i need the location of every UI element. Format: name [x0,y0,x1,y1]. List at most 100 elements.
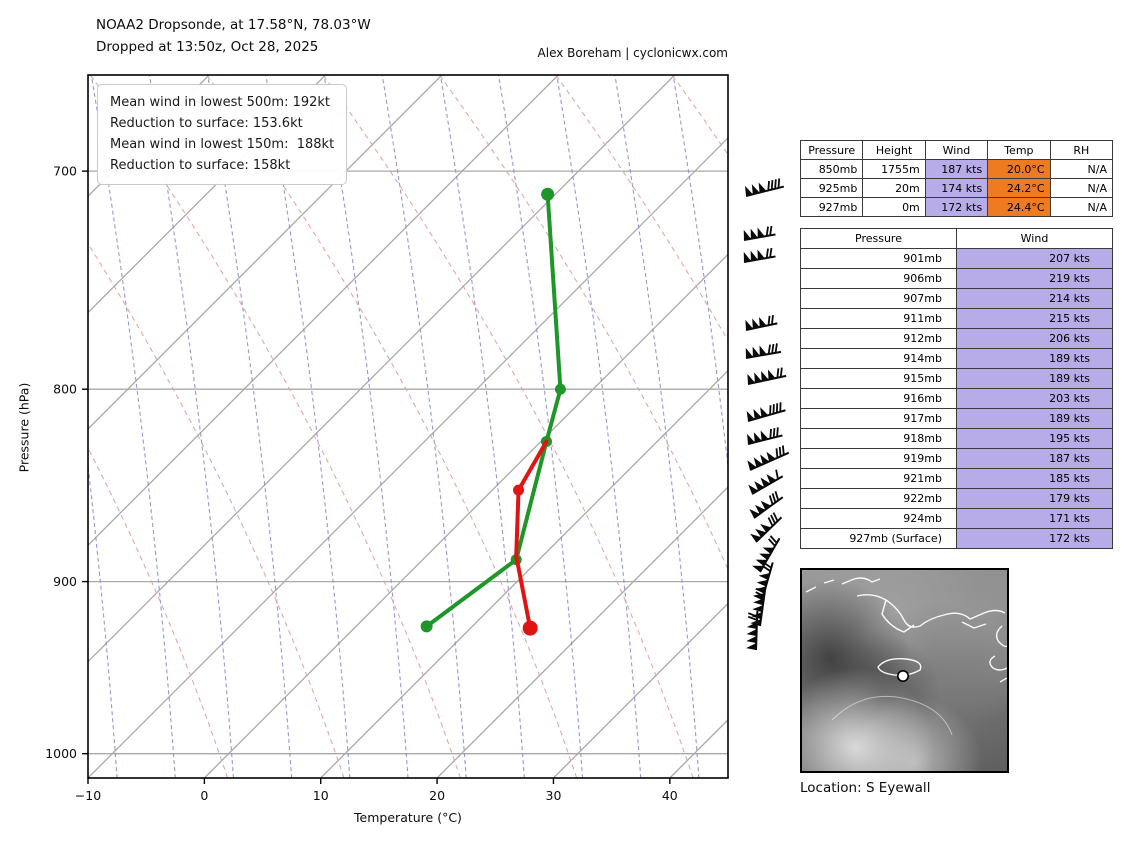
table-row: 915mb 189 kts [800,368,1113,389]
wind-cell: 189 kts [956,348,1113,369]
wind-barb-icon [746,610,759,651]
isotherm-line [88,75,559,547]
wind-cell: 185 kts [956,468,1113,489]
column-header-wind: Wind [956,228,1113,249]
wind-cell: 206 kts [956,328,1113,349]
dry-adiabat-line [555,75,728,342]
wind-cell: 172 kts [956,528,1113,549]
wind-cell: 195 kts [956,428,1113,449]
wind-barb-column [743,178,790,651]
moist-adiabat-line [148,75,235,778]
dewpoint-trace-marker [554,383,566,395]
page-title: NOAA2 Dropsonde, at 17.58°N, 78.03°W Dro… [96,14,371,58]
plot-border [87,74,729,779]
pressure-cell: 912mb [800,328,957,349]
temperature-trace-line [514,439,549,631]
pressure-cell: 914mb [800,348,957,369]
table-row: 927mb 0m 172 kts 24.4°C N/A [799,197,1114,217]
moist-adiabat-line [265,75,351,778]
table-header-row: Pressure Wind [800,228,1113,249]
cuba-coastline [805,577,1006,633]
wind-barb-icon [747,367,787,385]
wind-cell: 187 kts [924,159,989,179]
column-header-pressure: Pressure [800,228,957,249]
title-line-1: NOAA2 Dropsonde, at 17.58°N, 78.03°W [96,17,371,33]
temperature-trace [513,439,549,636]
pressure-cell: 927mb (Surface) [800,528,957,549]
table-row: 901mb 207 kts [800,248,1113,269]
infobox-line: Reduction to surface: 158kt [110,158,291,174]
table-row: 924mb 171 kts [800,508,1113,529]
table-row: 911mb 215 kts [800,308,1113,329]
isotherm-line [88,137,728,778]
height-cell: 1755m [862,159,926,179]
level-summary-table: Pressure Height Wind Temp RH 850mb 1755m 187 kt… [799,140,1114,217]
wind-cell: 171 kts [956,508,1113,529]
isotherm-line [88,75,327,314]
wind-cell: 189 kts [956,408,1113,429]
table-row: 917mb 189 kts [800,408,1113,429]
cloud-highlight-arc [831,695,953,736]
wind-cell: 179 kts [956,488,1113,509]
rh-cell: N/A [1049,178,1114,198]
jamaica-outline [877,657,922,677]
moist-adiabat-line [439,75,525,778]
temp-cell: 20.0°C [987,159,1051,179]
pressure-cell: 915mb [800,368,957,389]
wind-summary-infobox: Mean wind in lowest 500m: 192kt Reductio… [97,84,348,186]
height-cell: 20m [862,178,926,198]
moist-adiabat-line [88,461,118,778]
table-row: 927mb (Surface) 172 kts [800,528,1113,549]
table-row: 922mb 179 kts [800,488,1113,509]
table-row: 916mb 203 kts [800,388,1113,409]
wind-barb-icon [743,225,776,241]
table-row: 919mb 187 kts [800,448,1113,469]
dewpoint-trace-marker [541,187,555,201]
wind-cell: 189 kts [956,368,1113,389]
wind-barb-icon [747,427,783,445]
wind-cell: 172 kts [924,197,989,217]
x-tick-label: 40 [662,788,678,803]
column-header-wind: Wind [924,140,989,160]
isotherm-line [436,486,728,778]
table-row: 912mb 206 kts [800,328,1113,349]
wind-by-pressure-table: Pressure Wind 901mb 207 kts 906mb 219 kts 907m… [800,228,1113,549]
isotherm-line [203,253,728,778]
dropsonde-location-dot [897,670,910,683]
infobox-line: Mean wind in lowest 150m: 188kt [110,137,335,153]
pressure-cell: 906mb [800,268,957,289]
wind-barb-icon [747,445,790,471]
wind-barb-icon [749,491,784,519]
y-axis-label: Pressure (hPa) [16,382,32,473]
hispaniola-coastline [989,625,1007,683]
temp-cell: 24.4°C [987,197,1051,217]
x-tick-label: 30 [546,788,562,803]
x-tick-label: 10 [313,788,329,803]
isotherm-line [88,75,210,198]
pressure-cell: 925mb [799,178,864,198]
x-tick-label: 0 [200,788,208,803]
dry-adiabat-line [439,75,728,571]
table-row: 925mb 20m 174 kts 24.2°C N/A [799,178,1114,198]
temperature-trace-marker [513,484,525,496]
table-row: 914mb 189 kts [800,348,1113,369]
x-axis-label: Temperature (°C) [354,810,462,825]
pressure-cell: 922mb [800,488,957,509]
wind-barb-icon [745,314,778,331]
wind-barb-icon [746,402,786,422]
table-row: 907mb 214 kts [800,288,1113,309]
table-row: 918mb 195 kts [800,428,1113,449]
column-header-pressure: Pressure [799,140,864,160]
pressure-cell: 919mb [800,448,957,469]
wind-cell: 215 kts [956,308,1113,329]
pressure-cell: 850mb [799,159,864,179]
y-tick-label: 800 [53,382,77,397]
wind-cell: 187 kts [956,448,1113,469]
moist-adiabat-line [207,75,293,778]
pressure-cell: 927mb [799,197,864,217]
table-row: 850mb 1755m 187 kts 20.0°C N/A [799,159,1114,179]
wind-cell: 203 kts [956,388,1113,409]
infobox-line: Mean wind in lowest 500m: 192kt [110,95,331,110]
moist-adiabat-line [381,75,467,778]
